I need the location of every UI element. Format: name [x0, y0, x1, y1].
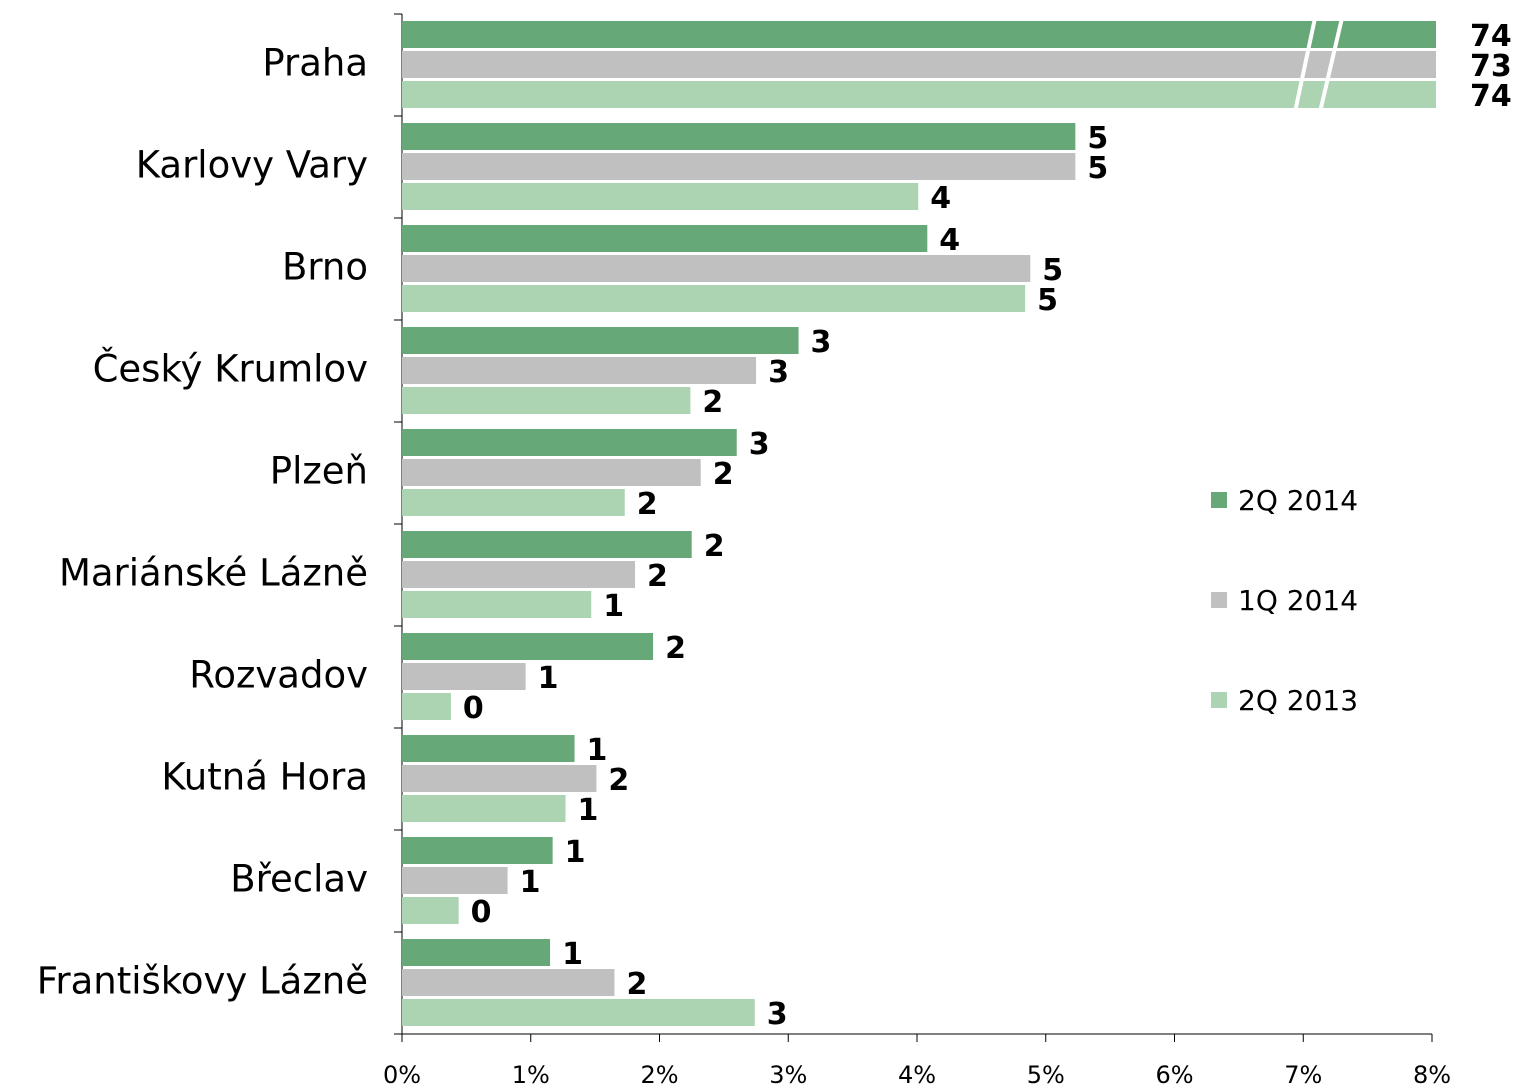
- value-label: 2: [626, 967, 647, 1002]
- bar: [402, 939, 551, 966]
- value-label: 3: [767, 997, 788, 1032]
- value-label: 1: [562, 937, 583, 972]
- bar: [402, 735, 575, 762]
- bar: [402, 969, 615, 996]
- value-label: 1: [565, 835, 586, 870]
- x-tick-label: 3%: [769, 1061, 807, 1087]
- value-label: 2: [665, 631, 686, 666]
- bar: [402, 663, 526, 690]
- value-label: 1: [578, 793, 599, 828]
- bar: [402, 633, 654, 660]
- x-tick-label: 4%: [898, 1061, 936, 1087]
- bar: [402, 837, 553, 864]
- value-label: 0: [463, 691, 484, 726]
- category-label: Plzeň: [270, 450, 368, 493]
- value-label: 2: [704, 529, 725, 564]
- value-label: 73: [1470, 49, 1512, 84]
- bar: [402, 897, 459, 924]
- value-label: 1: [587, 733, 608, 768]
- category-label: Karlovy Vary: [136, 144, 368, 187]
- category-label: Rozvadov: [189, 654, 368, 697]
- category-label: Františkovy Lázně: [37, 960, 368, 1003]
- bar: [402, 81, 1436, 108]
- x-tick-label: 1%: [512, 1061, 550, 1087]
- value-label: 4: [939, 223, 960, 258]
- category-label: Břeclav: [230, 858, 368, 901]
- value-label: 3: [749, 427, 770, 462]
- value-label: 5: [1042, 253, 1063, 288]
- category-label: Brno: [282, 246, 368, 289]
- value-label: 2: [608, 763, 629, 798]
- bar: [402, 327, 799, 354]
- value-label: 0: [471, 895, 492, 930]
- bar: [402, 867, 508, 894]
- bar: [402, 21, 1436, 48]
- value-label: 5: [1037, 283, 1058, 318]
- category-label: Praha: [262, 42, 368, 85]
- bar: [402, 591, 592, 618]
- legend-label: 2Q 2014: [1238, 484, 1358, 517]
- bar: [402, 795, 566, 822]
- bar: [402, 429, 737, 456]
- x-tick-label: 8%: [1413, 1061, 1451, 1087]
- bar: [402, 123, 1076, 150]
- legend-swatch: [1211, 692, 1227, 708]
- legend-swatch: [1211, 592, 1227, 608]
- value-label: 74: [1470, 19, 1512, 54]
- category-label: Český Krumlov: [93, 347, 368, 391]
- bar: [402, 561, 636, 588]
- bar: [402, 255, 1031, 282]
- bar: [402, 693, 451, 720]
- legend-label: 1Q 2014: [1238, 584, 1358, 617]
- value-label: 5: [1087, 151, 1108, 186]
- bar: [402, 387, 691, 414]
- value-label: 1: [538, 661, 559, 696]
- bar: [402, 225, 928, 252]
- value-label: 1: [603, 589, 624, 624]
- value-label: 2: [702, 385, 723, 420]
- value-label: 2: [647, 559, 668, 594]
- value-label: 4: [930, 181, 951, 216]
- value-label: 5: [1087, 121, 1108, 156]
- axis-break: [1293, 17, 1317, 113]
- axis-break: [1318, 17, 1344, 113]
- x-tick-label: 6%: [1155, 1061, 1193, 1087]
- bar: [402, 459, 701, 486]
- value-label: 2: [637, 487, 658, 522]
- value-label: 3: [768, 355, 789, 390]
- category-label: Mariánské Lázně: [59, 552, 368, 595]
- bar: [402, 765, 597, 792]
- bar: [402, 183, 919, 210]
- value-label: 3: [811, 325, 832, 360]
- value-label: 74: [1470, 79, 1512, 114]
- bar: [402, 285, 1026, 312]
- value-label: 1: [520, 865, 541, 900]
- bar: [402, 489, 625, 516]
- x-tick-label: 0%: [383, 1061, 421, 1087]
- legend-swatch: [1211, 492, 1227, 508]
- bar: [402, 531, 692, 558]
- bar: [402, 51, 1436, 78]
- x-tick-label: 2%: [640, 1061, 678, 1087]
- category-label: Kutná Hora: [161, 756, 368, 799]
- x-tick-label: 5%: [1027, 1061, 1065, 1087]
- value-label: 2: [713, 457, 734, 492]
- x-tick-label: 7%: [1284, 1061, 1322, 1087]
- bar: [402, 999, 755, 1026]
- bar: [402, 153, 1076, 180]
- legend-label: 2Q 2013: [1238, 684, 1358, 717]
- bar: [402, 357, 757, 384]
